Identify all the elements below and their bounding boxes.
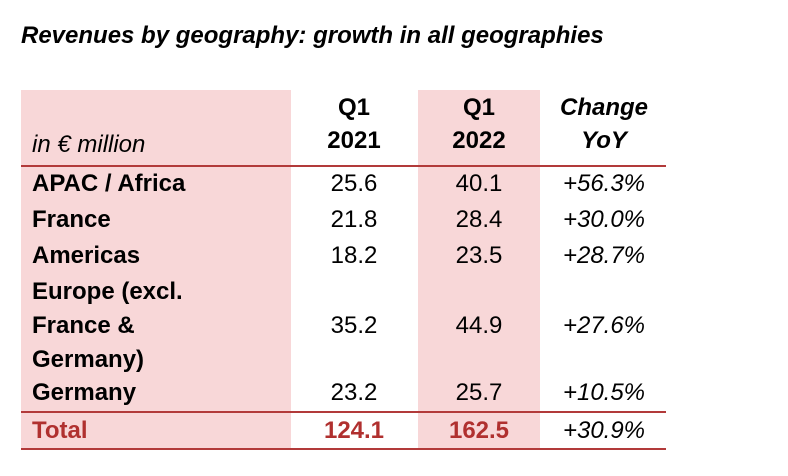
row-label-total: Total — [32, 417, 88, 444]
row-label-europe-line-2: France & — [32, 312, 135, 339]
cell-americas-change: +28.7% — [562, 242, 646, 269]
row-label-europe-line-1: Europe (excl. — [32, 278, 183, 305]
cell-total-q1-2022: 162.5 — [448, 417, 510, 444]
cell-apac-change: +56.3% — [562, 170, 646, 197]
cell-americas-q1-2022: 23.5 — [455, 242, 503, 269]
cell-apac-q1-2021: 25.6 — [330, 170, 378, 197]
row-label-europe-line-3: Germany) — [32, 346, 145, 373]
cell-france-change: +30.0% — [562, 206, 646, 233]
unit-label: in € million — [32, 131, 146, 158]
cell-total-change: +30.9% — [562, 417, 646, 444]
page-title: Revenues by geography: growth in all geo… — [21, 22, 604, 49]
header-q1-2021: Q1 2021 — [327, 94, 381, 154]
cell-europe-q1-2022: 44.9 — [455, 312, 503, 339]
cell-apac-q1-2022: 40.1 — [455, 170, 503, 197]
q1-2022-column-shading — [418, 90, 540, 448]
cell-france-q1-2021: 21.8 — [330, 206, 378, 233]
cell-americas-q1-2021: 18.2 — [330, 242, 378, 269]
cell-germany-change: +10.5% — [562, 379, 646, 406]
header-change-yoy: Change YoY — [559, 94, 648, 154]
cell-europe-change: +27.6% — [562, 312, 646, 339]
row-label-apac-africa: APAC / Africa — [32, 170, 186, 197]
row-label-france: France — [32, 206, 111, 233]
total-divider — [21, 411, 666, 413]
table-bottom-rule — [21, 448, 666, 450]
label-column-shading — [21, 90, 291, 448]
row-label-germany: Germany — [32, 379, 137, 406]
row-label-americas: Americas — [32, 242, 141, 269]
header-q1-2022: Q1 2022 — [452, 94, 506, 154]
cell-germany-q1-2021: 23.2 — [330, 379, 378, 406]
cell-europe-q1-2021: 35.2 — [330, 312, 378, 339]
header-divider — [21, 165, 666, 167]
cell-france-q1-2022: 28.4 — [455, 206, 503, 233]
cell-germany-q1-2022: 25.7 — [455, 379, 503, 406]
cell-total-q1-2021: 124.1 — [323, 417, 385, 444]
